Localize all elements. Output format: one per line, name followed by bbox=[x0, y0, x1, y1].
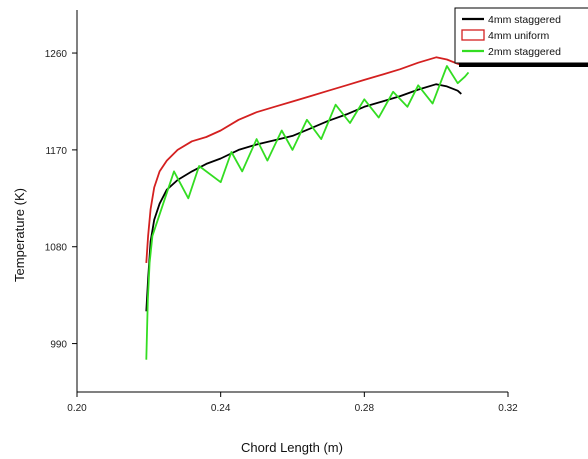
y-axis-ticks: 990 1080 1170 1260 bbox=[45, 49, 77, 351]
x-tick-label: 0.24 bbox=[211, 403, 231, 414]
series-layer bbox=[145, 56, 470, 360]
x-tick-label: 0.28 bbox=[355, 403, 375, 414]
series-line-1 bbox=[145, 56, 462, 263]
series-line-2 bbox=[145, 65, 470, 360]
series-line-0 bbox=[145, 83, 462, 312]
plot-area: 0.20 0.24 0.28 0.32 990 1080 1170 1260 bbox=[45, 10, 518, 414]
y-tick-label: 990 bbox=[50, 340, 67, 351]
x-axis-title: Chord Length (m) bbox=[241, 440, 343, 455]
y-tick-label: 1080 bbox=[45, 243, 68, 254]
legend-box bbox=[454, 7, 588, 64]
legend-swatch bbox=[461, 29, 485, 41]
legend-label: 4mm uniform bbox=[488, 30, 550, 42]
legend-label: 4mm staggered bbox=[488, 14, 561, 26]
legend-label: 2mm staggered bbox=[488, 46, 561, 58]
x-tick-label: 0.32 bbox=[498, 403, 518, 414]
y-axis-title: Temperature (K) bbox=[12, 188, 27, 282]
legend-items: 4mm staggered 4mm uniform 2mm staggered bbox=[461, 14, 561, 58]
y-tick-label: 1260 bbox=[45, 49, 68, 60]
y-tick-label: 1170 bbox=[45, 146, 67, 157]
x-tick-label: 0.20 bbox=[67, 403, 87, 414]
legend: 4mm staggered 4mm uniform 2mm staggered bbox=[454, 7, 588, 67]
x-axis-ticks: 0.20 0.24 0.28 0.32 bbox=[67, 392, 518, 414]
